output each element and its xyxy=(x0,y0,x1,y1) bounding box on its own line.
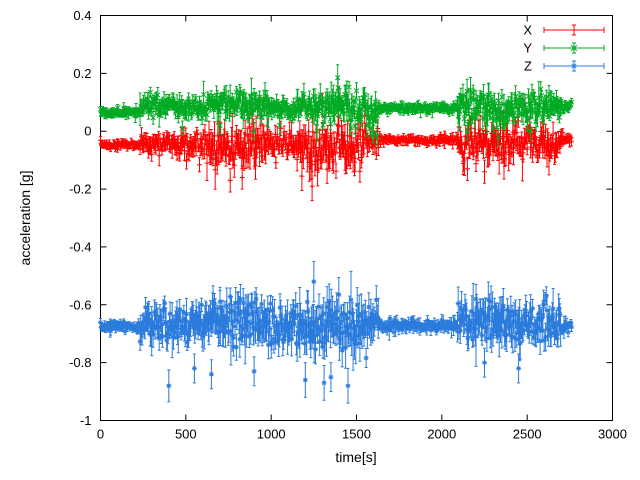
y-tick-label: -0.8 xyxy=(69,355,91,370)
series-X xyxy=(98,87,574,202)
y-tick-label: -0.6 xyxy=(69,297,91,312)
y-tick-label: 0 xyxy=(84,124,91,139)
legend-item-Z: Z xyxy=(524,59,605,74)
axes: 0 500 1000 1500 2000 2500 3000 -1 -0.8 -0.6 -0.4 -0… xyxy=(69,8,627,442)
x-tick-label: 1000 xyxy=(257,427,286,442)
series-Y-markers xyxy=(97,75,575,140)
y-tick-label: -0.4 xyxy=(69,239,91,254)
legend-label: Z xyxy=(524,59,532,74)
series-X-markers xyxy=(98,99,574,189)
y-tick-label: -1 xyxy=(80,413,92,428)
x-tick-label: 500 xyxy=(175,427,197,442)
legend-asterisk-marker-icon xyxy=(570,62,578,70)
legend-item-Y: Y xyxy=(523,41,605,56)
y-tick-label: -0.2 xyxy=(69,182,91,197)
legend-label: X xyxy=(523,23,532,38)
x-tick-label: 1500 xyxy=(342,427,371,442)
y-tick-label: 0.2 xyxy=(73,66,91,81)
legend-label: Y xyxy=(523,41,532,56)
series-layer xyxy=(97,64,575,404)
series-Z xyxy=(98,260,574,404)
x-tick-label: 0 xyxy=(97,427,104,442)
plot-border xyxy=(100,15,613,421)
y-axis-label: acceleration [g] xyxy=(17,171,33,266)
x-tick-label: 2000 xyxy=(427,427,456,442)
series-Y xyxy=(97,64,575,147)
x-axis-label: time[s] xyxy=(335,449,376,465)
legend-item-X: X xyxy=(523,23,605,38)
legend: XYZ xyxy=(523,23,605,74)
x-tick-label: 3000 xyxy=(598,427,627,442)
legend-plus-marker-icon xyxy=(570,26,578,34)
x-tick-label: 2500 xyxy=(513,427,542,442)
y-tick-label: 0.4 xyxy=(73,8,91,23)
legend-cross-marker-icon xyxy=(570,44,578,52)
series-Z-markers xyxy=(98,279,574,389)
